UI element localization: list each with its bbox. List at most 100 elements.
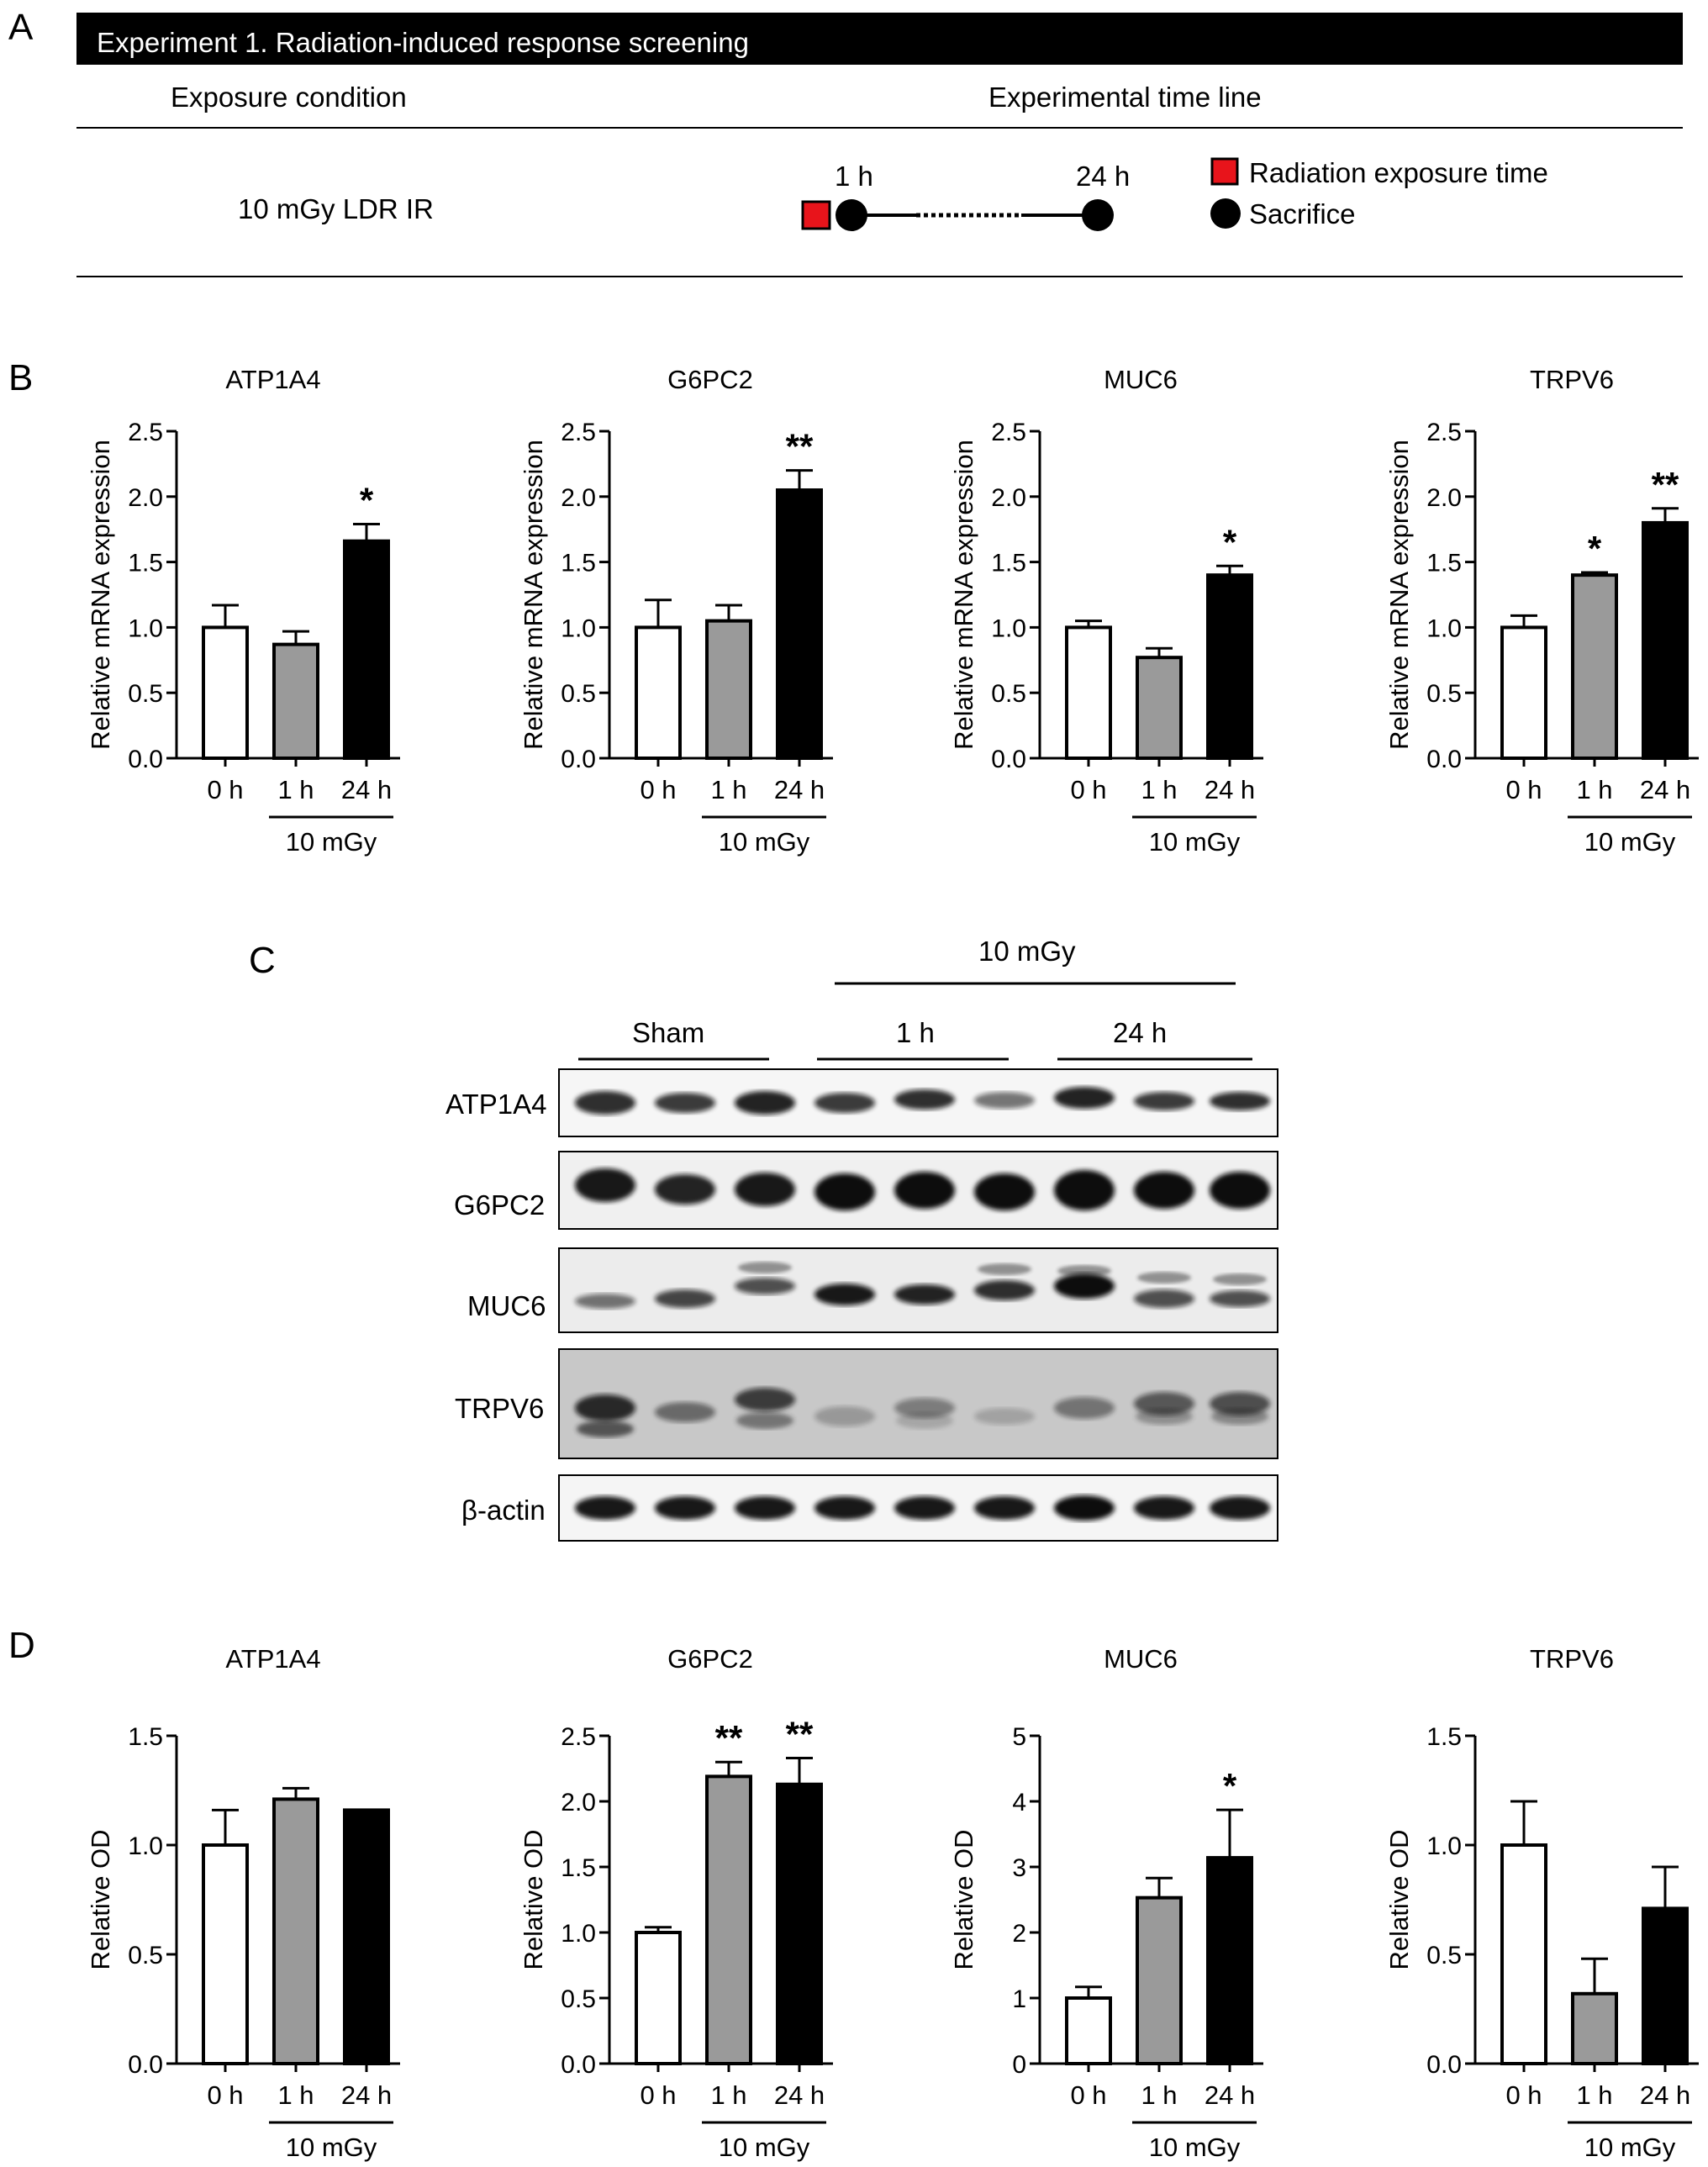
blot-band xyxy=(974,1173,1035,1210)
y-tick-label: 2.0 xyxy=(991,484,1026,512)
y-tick-label: 0 xyxy=(1012,2051,1026,2079)
bar-1h xyxy=(705,1774,752,2066)
y-tick-label: 1.0 xyxy=(1426,614,1462,642)
chart-title: G6PC2 xyxy=(667,365,753,394)
timepoint-1h: 1 h xyxy=(835,161,873,192)
blot-band xyxy=(1210,1092,1270,1110)
blot-band xyxy=(814,1173,875,1210)
significance-marker: * xyxy=(1588,529,1602,568)
y-tick-label: 1.0 xyxy=(561,614,596,642)
chart-title: TRPV6 xyxy=(1530,1644,1614,1674)
group-label: 10 mGy xyxy=(1584,827,1676,857)
blot-band xyxy=(974,1408,1035,1425)
x-tick-label: 24 h xyxy=(774,775,825,804)
chart-b-atp1a4: ATP1A4 Relative mRNA expression 0.0 0.5 1.0 1… xyxy=(86,365,400,857)
blot-treatment-label: 10 mGy xyxy=(978,936,1076,967)
blot-row-muc6: MUC6 xyxy=(467,1290,546,1321)
blot-group-24h: 24 h xyxy=(1113,1017,1168,1048)
y-tick-label: 0.0 xyxy=(1426,746,1462,773)
bar-0h xyxy=(635,1931,682,2065)
blot-row-trpv6: TRPV6 xyxy=(455,1393,545,1424)
chart-title: G6PC2 xyxy=(667,1644,753,1674)
x-tick-label: 0 h xyxy=(640,775,676,804)
significance-marker: ** xyxy=(715,1718,743,1758)
y-tick-label: 2.0 xyxy=(1426,484,1462,512)
blot-band xyxy=(894,1089,955,1110)
group-label: 10 mGy xyxy=(1149,2133,1241,2162)
blot-atp1a4 xyxy=(558,1068,1278,1137)
blot-band-upper xyxy=(1213,1273,1267,1285)
group-label: 10 mGy xyxy=(1584,2133,1676,2162)
chart-title: ATP1A4 xyxy=(225,365,320,394)
timepoint-24h: 24 h xyxy=(1076,161,1131,192)
blot-muc6 xyxy=(558,1247,1278,1333)
x-tick-label: 0 h xyxy=(640,2080,676,2110)
blot-band xyxy=(1210,1172,1270,1209)
y-tick-label: 0.5 xyxy=(561,680,596,708)
chart-d-muc6: MUC6 Relative OD 0 1 2 3 4 5 0 h 1 h * 24 h 10 mGy xyxy=(949,1644,1263,2162)
timeline-header: Experimental time line xyxy=(988,82,1262,113)
blot-band xyxy=(735,1388,795,1411)
blot-band xyxy=(1210,1496,1270,1520)
bar-24h xyxy=(776,1782,823,2065)
chart-b-muc6: MUC6 Relative mRNA expression 0.0 0.5 1.0 1.5… xyxy=(949,365,1263,857)
condition-label: 10 mGy LDR IR xyxy=(238,193,434,224)
legend-radiation-swatch xyxy=(1210,157,1239,186)
chart-title: MUC6 xyxy=(1104,365,1178,394)
x-tick-label: 24 h xyxy=(774,2080,825,2110)
blot-band xyxy=(1054,1170,1115,1210)
y-tick-label: 1.5 xyxy=(991,550,1026,577)
blot-band-upper xyxy=(738,1262,792,1273)
x-tick-label: 1 h xyxy=(710,2080,746,2110)
blot-band xyxy=(575,1496,635,1520)
exposure-condition-header: Exposure condition xyxy=(171,82,407,113)
blot-trpv6 xyxy=(558,1348,1278,1459)
x-tick-label: 0 h xyxy=(1505,775,1542,804)
blot-band xyxy=(655,1496,715,1520)
bar-1h xyxy=(1571,573,1618,760)
y-tick-label: 2 xyxy=(1012,1920,1026,1948)
y-axis-label: Relative mRNA expression xyxy=(949,440,978,750)
y-tick-label: 2.5 xyxy=(561,1723,596,1751)
x-tick-label: 0 h xyxy=(1070,2080,1106,2110)
blot-row-atp1a4: ATP1A4 xyxy=(445,1089,547,1120)
x-tick-label: 1 h xyxy=(1141,2080,1177,2110)
chart-d-trpv6: TRPV6 Relative OD 0.0 0.5 1.0 1.5 0 h 1 h 24 h 10… xyxy=(1384,1644,1699,2162)
y-tick-label: 1.5 xyxy=(128,550,163,577)
x-tick-label: 0 h xyxy=(207,2080,243,2110)
blot-band xyxy=(735,1496,795,1520)
chart-title: MUC6 xyxy=(1104,1644,1178,1674)
x-tick-label: 24 h xyxy=(1640,2080,1690,2110)
y-tick-label: 0.5 xyxy=(561,1985,596,2013)
blot-band xyxy=(575,1091,635,1115)
bar-24h xyxy=(343,1808,390,2065)
panel-label-a: A xyxy=(8,7,34,48)
blot-g6pc2 xyxy=(558,1151,1278,1230)
bar-24h xyxy=(1206,1856,1253,2065)
x-tick-label: 1 h xyxy=(1141,775,1177,804)
panel-label-c: C xyxy=(249,940,276,981)
blot-band xyxy=(1134,1172,1194,1209)
x-tick-label: 24 h xyxy=(341,775,392,804)
y-tick-label: 0.0 xyxy=(561,746,596,773)
significance-marker: * xyxy=(1223,522,1237,562)
y-tick-label: 0.0 xyxy=(991,746,1026,773)
group-label: 10 mGy xyxy=(286,2133,377,2162)
y-axis-label: Relative mRNA expression xyxy=(519,440,548,750)
y-tick-label: 0.0 xyxy=(561,2051,596,2079)
group-label: 10 mGy xyxy=(719,827,810,857)
y-tick-label: 0.0 xyxy=(1426,2051,1462,2079)
blot-band xyxy=(1134,1289,1194,1308)
y-tick-label: 1 xyxy=(1012,1985,1026,2013)
x-tick-label: 1 h xyxy=(1576,775,1612,804)
blot-band xyxy=(575,1395,635,1421)
blot-band xyxy=(894,1398,955,1418)
blot-band xyxy=(655,1402,715,1422)
y-tick-label: 1.0 xyxy=(128,614,163,642)
y-tick-label: 2.5 xyxy=(991,419,1026,446)
x-tick-label: 1 h xyxy=(277,2080,314,2110)
blot-band xyxy=(1210,1290,1270,1307)
group-label: 10 mGy xyxy=(719,2133,810,2162)
x-tick-label: 0 h xyxy=(207,775,243,804)
blot-row-g6pc2: G6PC2 xyxy=(454,1189,546,1221)
